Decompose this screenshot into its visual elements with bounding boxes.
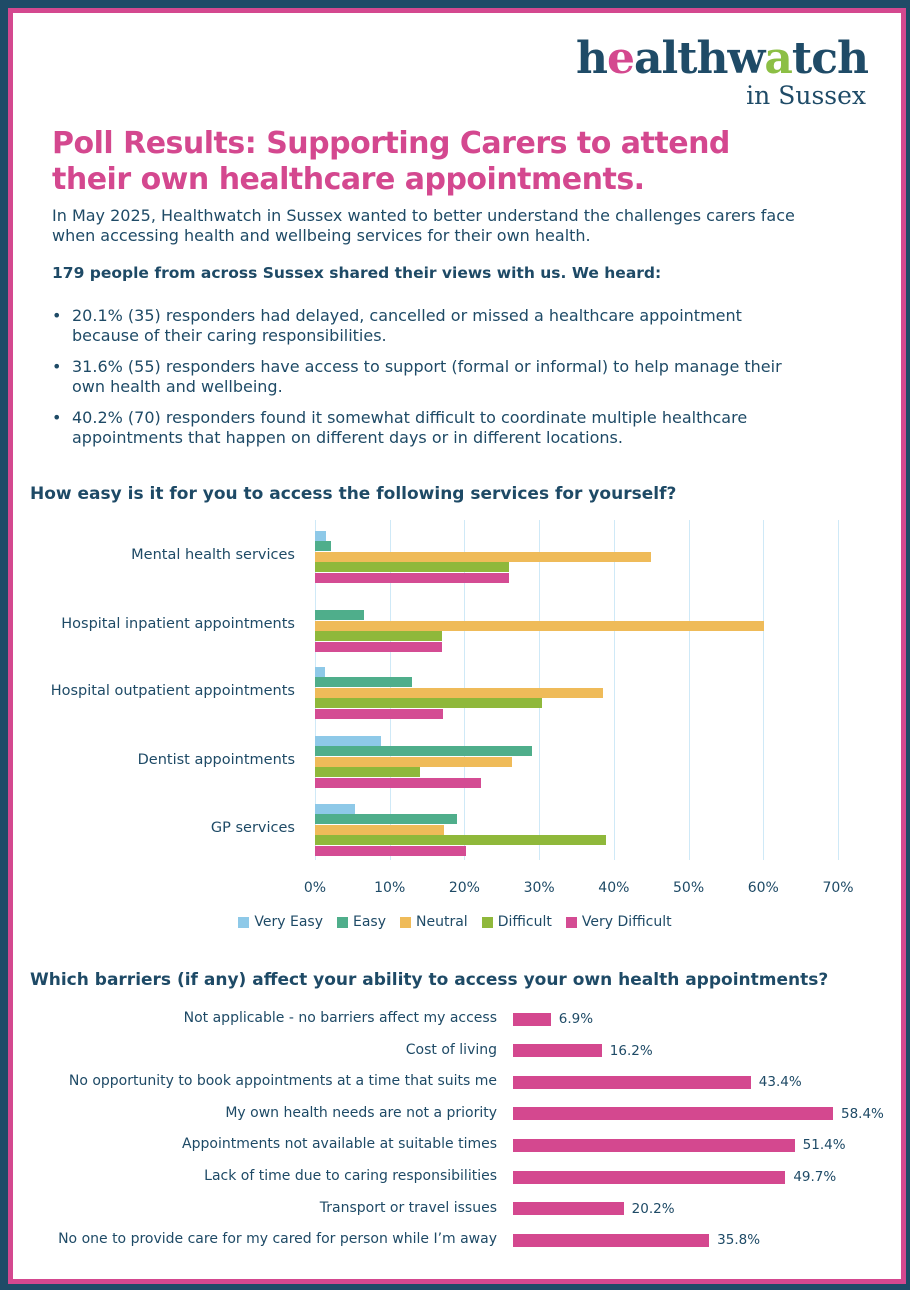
bar-very-easy: [315, 736, 382, 746]
legend-item: Difficult: [481, 914, 552, 930]
x-tick-label: 60%: [747, 880, 779, 896]
healthwatch-logo: healthwatch in Sussex: [575, 33, 869, 110]
barrier-label: Lack of time due to caring responsibilit…: [204, 1168, 497, 1184]
barrier-value: 43.4%: [758, 1074, 802, 1091]
bar-very-difficult: [315, 572, 510, 583]
barrier-value: 35.8%: [717, 1232, 761, 1249]
logo-wordmark: healthwatch: [575, 33, 869, 84]
barrier-bar: [513, 1075, 751, 1089]
barrier-label: Transport or travel issues: [319, 1199, 497, 1216]
bar-easy: [315, 677, 413, 688]
chart2-title: Which barriers (if any) affect your abil…: [30, 970, 829, 990]
category-label: Mental health services: [131, 547, 295, 563]
category-label: Dentist appointments: [137, 752, 295, 768]
category-label: GP services: [210, 820, 295, 836]
barrier-value: 51.4%: [802, 1137, 846, 1154]
legend-swatch: [337, 916, 348, 928]
barrier-value: 20.2%: [631, 1200, 675, 1217]
bar-neutral: [315, 620, 765, 631]
barrier-label: Appointments not available at suitable t…: [182, 1136, 497, 1153]
barrier-label: Cost of living: [405, 1041, 497, 1058]
bar-difficult: [315, 767, 421, 778]
bar-neutral: [315, 551, 652, 562]
legend-label: Very Easy: [254, 914, 323, 930]
x-tick-label: 0%: [303, 880, 327, 896]
bar-very-easy: [315, 804, 356, 814]
barrier-bar: [513, 1044, 602, 1058]
findings-list: 20.1% (35) responders had delayed, cance…: [52, 306, 792, 459]
category-label: Hospital outpatient appointments: [50, 683, 295, 699]
legend-item: Easy: [337, 914, 386, 930]
gridline: [838, 520, 839, 860]
bar-difficult: [315, 698, 543, 709]
legend-label: Easy: [353, 914, 387, 930]
bar-difficult: [315, 562, 510, 573]
barrier-label: My own health needs are not a priority: [225, 1104, 497, 1121]
x-tick-label: 40%: [598, 880, 630, 896]
category-label: Hospital inpatient appointments: [61, 616, 295, 632]
legend-swatch: [400, 916, 412, 928]
page-border: [8, 8, 906, 1284]
bar-easy: [315, 746, 533, 757]
logo-region: in Sussex: [746, 81, 866, 110]
legend-label: Difficult: [497, 914, 552, 930]
bar-very-difficult: [315, 708, 443, 719]
bar-very-difficult: [315, 777, 481, 788]
legend-swatch: [238, 916, 250, 928]
bar-easy: [315, 541, 331, 552]
barrier-bar: [513, 1170, 786, 1184]
legend-label: Very Difficult: [581, 914, 672, 930]
bar-neutral: [315, 824, 445, 835]
bar-difficult: [315, 631, 442, 642]
barrier-bar: [513, 1233, 710, 1247]
x-tick-label: 50%: [673, 880, 705, 896]
barrier-bar: [513, 1107, 833, 1121]
bar-very-difficult: [315, 845, 466, 856]
bar-easy: [315, 610, 364, 621]
bar-neutral: [315, 756, 513, 767]
bar-very-difficult: [315, 641, 442, 652]
barrier-bar: [513, 1012, 551, 1026]
barrier-value: 16.2%: [609, 1042, 653, 1059]
bar-easy: [315, 814, 457, 825]
legend-item: Very Difficult: [565, 914, 672, 930]
legend-item: Very Easy: [238, 914, 323, 930]
x-tick-label: 70%: [822, 880, 854, 896]
x-tick-label: 20%: [448, 880, 480, 896]
barrier-value: 49.7%: [793, 1169, 837, 1185]
x-tick-label: 10%: [374, 880, 406, 896]
legend-swatch: [565, 916, 577, 928]
bar-neutral: [315, 687, 604, 698]
gridline: [613, 520, 615, 860]
barrier-label: Not applicable - no barriers affect my a…: [183, 1010, 497, 1026]
bar-difficult: [315, 835, 607, 846]
barrier-label: No opportunity to book appointments at a…: [68, 1073, 497, 1090]
legend-item: Neutral: [400, 914, 468, 930]
barrier-value: 6.9%: [558, 1011, 594, 1027]
barrier-bar: [513, 1138, 795, 1152]
bar-very-easy: [315, 667, 326, 677]
barrier-bar: [513, 1202, 624, 1216]
lead-text: 179 people from across Sussex shared the…: [52, 264, 662, 282]
chart1-legend: Very Easy Easy Neutral Difficult Very Diffic…: [0, 914, 910, 930]
intro-text: In May 2025, Healthwatch in Sussex wante…: [52, 206, 795, 245]
legend-label: Neutral: [416, 914, 468, 930]
page-title: Poll Results: Supporting Carers to atten…: [52, 126, 730, 197]
barrier-value: 58.4%: [841, 1105, 884, 1122]
bar-very-easy: [315, 531, 327, 541]
gridline: [688, 520, 690, 860]
finding-item: 40.2% (70) responders found it somewhat …: [52, 408, 792, 448]
finding-item: 31.6% (55) responders have access to sup…: [52, 357, 792, 397]
x-tick-label: 30%: [523, 880, 555, 896]
barrier-label: No one to provide care for my cared for …: [58, 1231, 497, 1248]
legend-swatch: [481, 916, 493, 928]
gridline: [763, 520, 765, 860]
chart1-title: How easy is it for you to access the fol…: [30, 484, 677, 504]
finding-item: 20.1% (35) responders had delayed, cance…: [52, 306, 792, 346]
